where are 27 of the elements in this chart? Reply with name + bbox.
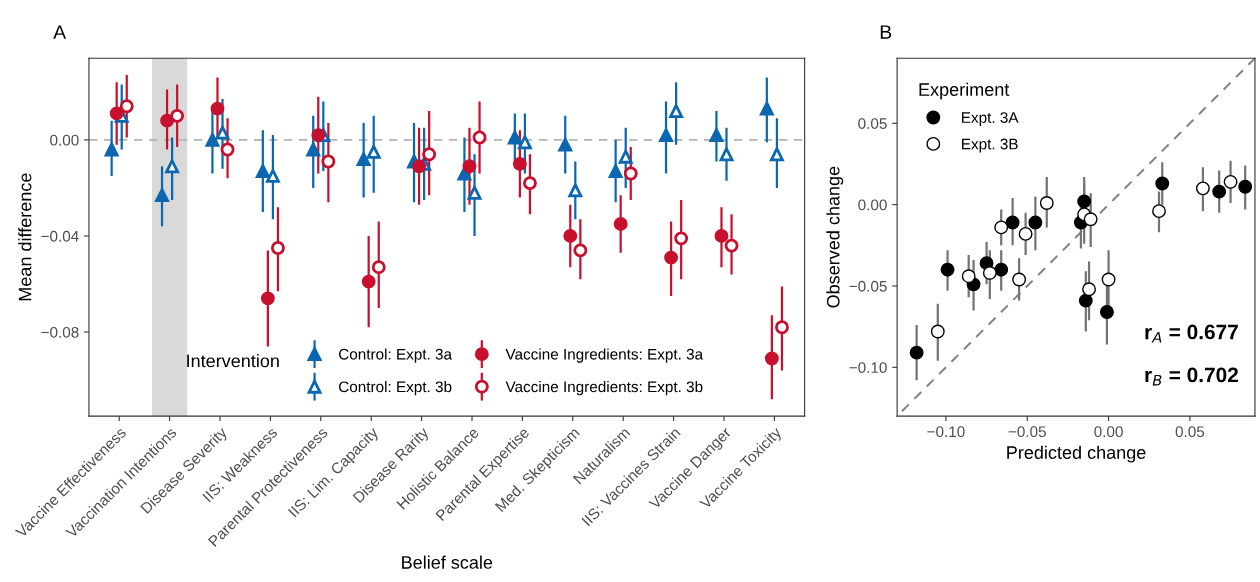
y-tick-label: −0.05 [849, 280, 887, 292]
legend-label: Expt. 3A [962, 112, 1019, 126]
x-tick-label: −0.10 [927, 426, 965, 438]
x-tick-label: −0.05 [1008, 426, 1046, 438]
y-tick-label: −0.04 [41, 230, 79, 242]
chart-title: B [880, 25, 892, 39]
x-axis-title: Predicted change [1007, 445, 1146, 463]
y-tick-label: 0.00 [858, 199, 887, 211]
y-tick-label: 0.05 [858, 118, 887, 129]
y-tick-label: 0.00 [50, 134, 79, 146]
legend-label: Expt. 3B [962, 138, 1018, 153]
x-tick-label: 0.05 [1175, 426, 1205, 438]
text: B [1152, 374, 1162, 386]
y-tick-label: −0.10 [849, 362, 887, 374]
legend-title: Experiment [919, 82, 1010, 100]
y-axis-title: Mean difference [18, 173, 32, 301]
legend-label: Vaccine Ingredients: Expt. 3b [505, 380, 703, 396]
chart-title: A [53, 25, 67, 39]
x-tick-label: 0.00 [1094, 426, 1123, 438]
legend-label: Control: Expt. 3a [339, 348, 453, 363]
annotation: r$_{A}$ = 0.677 [1145, 324, 1238, 343]
legend-label: Vaccine Ingredients: Expt. 3a [505, 348, 704, 363]
x-axis-title: Belief scale [402, 555, 493, 569]
y-axis-title: Observed change [826, 166, 844, 308]
y-tick-label: −0.08 [41, 326, 79, 338]
legend-title: Intervention [187, 354, 279, 368]
legend-label: Control: Expt. 3b [339, 380, 452, 396]
